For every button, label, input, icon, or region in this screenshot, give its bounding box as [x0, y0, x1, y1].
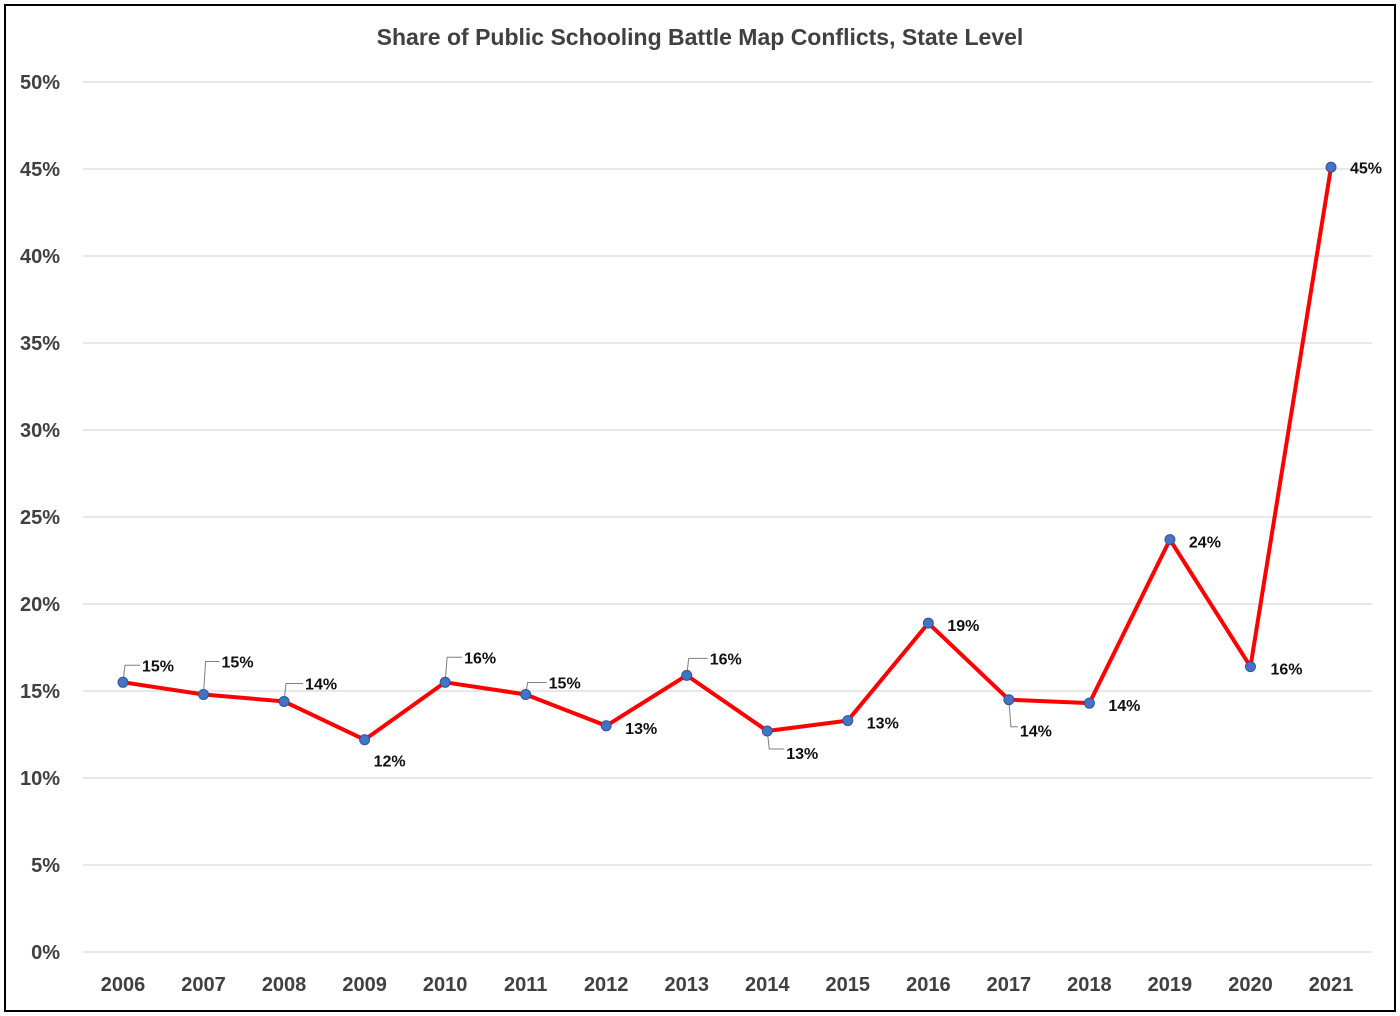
- data-point-2013: [681, 669, 693, 681]
- y-tick-label: 25%: [20, 507, 60, 529]
- data-label: 15%: [222, 654, 254, 671]
- x-tick-label: 2020: [1228, 974, 1273, 996]
- x-tick-label: 2012: [584, 974, 629, 996]
- leader-line: [444, 656, 463, 683]
- x-tick-label: 2011: [504, 974, 547, 996]
- x-tick-label: 2021: [1309, 974, 1354, 996]
- data-point-2015: [842, 715, 854, 727]
- data-point-2009: [359, 734, 371, 746]
- y-tick-label: 40%: [20, 246, 60, 268]
- y-tick-label: 10%: [20, 768, 60, 790]
- data-label: 12%: [374, 754, 406, 771]
- data-point-2012: [600, 720, 612, 732]
- data-label: 16%: [1270, 662, 1302, 679]
- chart-title: Share of Public Schooling Battle Map Con…: [377, 24, 1024, 50]
- y-tick-label: 15%: [20, 681, 60, 703]
- data-point-2016: [922, 617, 934, 629]
- y-tick-label: 30%: [20, 420, 60, 442]
- data-point-2008: [278, 695, 290, 707]
- chart-border: [4, 4, 1396, 1012]
- x-tick-label: 2019: [1148, 974, 1193, 996]
- data-label: 14%: [1020, 724, 1052, 741]
- leader-line: [686, 657, 708, 676]
- leader-line: [283, 682, 304, 702]
- data-point-2006: [117, 676, 129, 688]
- data-point-2021: [1325, 161, 1337, 173]
- data-label: 15%: [549, 675, 581, 692]
- data-point-2010: [439, 676, 451, 688]
- data-point-2011: [520, 688, 532, 700]
- data-label: 24%: [1189, 535, 1221, 552]
- leader-line: [203, 660, 220, 695]
- y-tick-label: 45%: [20, 159, 60, 181]
- y-tick-label: 20%: [20, 594, 60, 616]
- data-point-2019: [1164, 534, 1176, 546]
- y-tick-label: 5%: [31, 855, 60, 877]
- data-point-2017: [1003, 694, 1015, 706]
- data-label: 19%: [947, 618, 979, 635]
- x-tick-label: 2018: [1067, 974, 1112, 996]
- x-tick-label: 2016: [906, 974, 951, 996]
- data-point-2018: [1083, 697, 1095, 709]
- data-label: 16%: [464, 650, 496, 667]
- x-tick-label: 2013: [664, 974, 709, 996]
- x-tick-label: 2015: [826, 974, 871, 996]
- data-label: 16%: [710, 651, 742, 668]
- leader-line: [766, 730, 785, 750]
- x-tick-label: 2010: [423, 974, 468, 996]
- data-label: 45%: [1350, 160, 1382, 177]
- data-label: 14%: [1108, 698, 1140, 715]
- data-point-2020: [1244, 661, 1256, 673]
- data-label: 15%: [142, 658, 174, 675]
- series-line: [122, 166, 1333, 742]
- x-tick-label: 2008: [262, 974, 307, 996]
- data-point-2007: [198, 688, 210, 700]
- x-tick-label: 2007: [181, 974, 226, 996]
- y-tick-label: 35%: [20, 333, 60, 355]
- data-point-2014: [761, 725, 773, 737]
- data-label: 14%: [305, 676, 337, 693]
- data-label: 13%: [867, 716, 899, 733]
- leader-line: [1008, 699, 1018, 728]
- leader-line: [122, 664, 140, 683]
- y-tick-label: 0%: [31, 942, 60, 964]
- x-tick-label: 2006: [101, 974, 146, 996]
- data-label: 13%: [786, 746, 818, 763]
- x-tick-label: 2009: [342, 974, 387, 996]
- x-tick-label: 2014: [745, 974, 790, 996]
- data-label: 13%: [625, 721, 657, 738]
- y-tick-label: 50%: [20, 72, 60, 94]
- x-tick-label: 2017: [987, 974, 1032, 996]
